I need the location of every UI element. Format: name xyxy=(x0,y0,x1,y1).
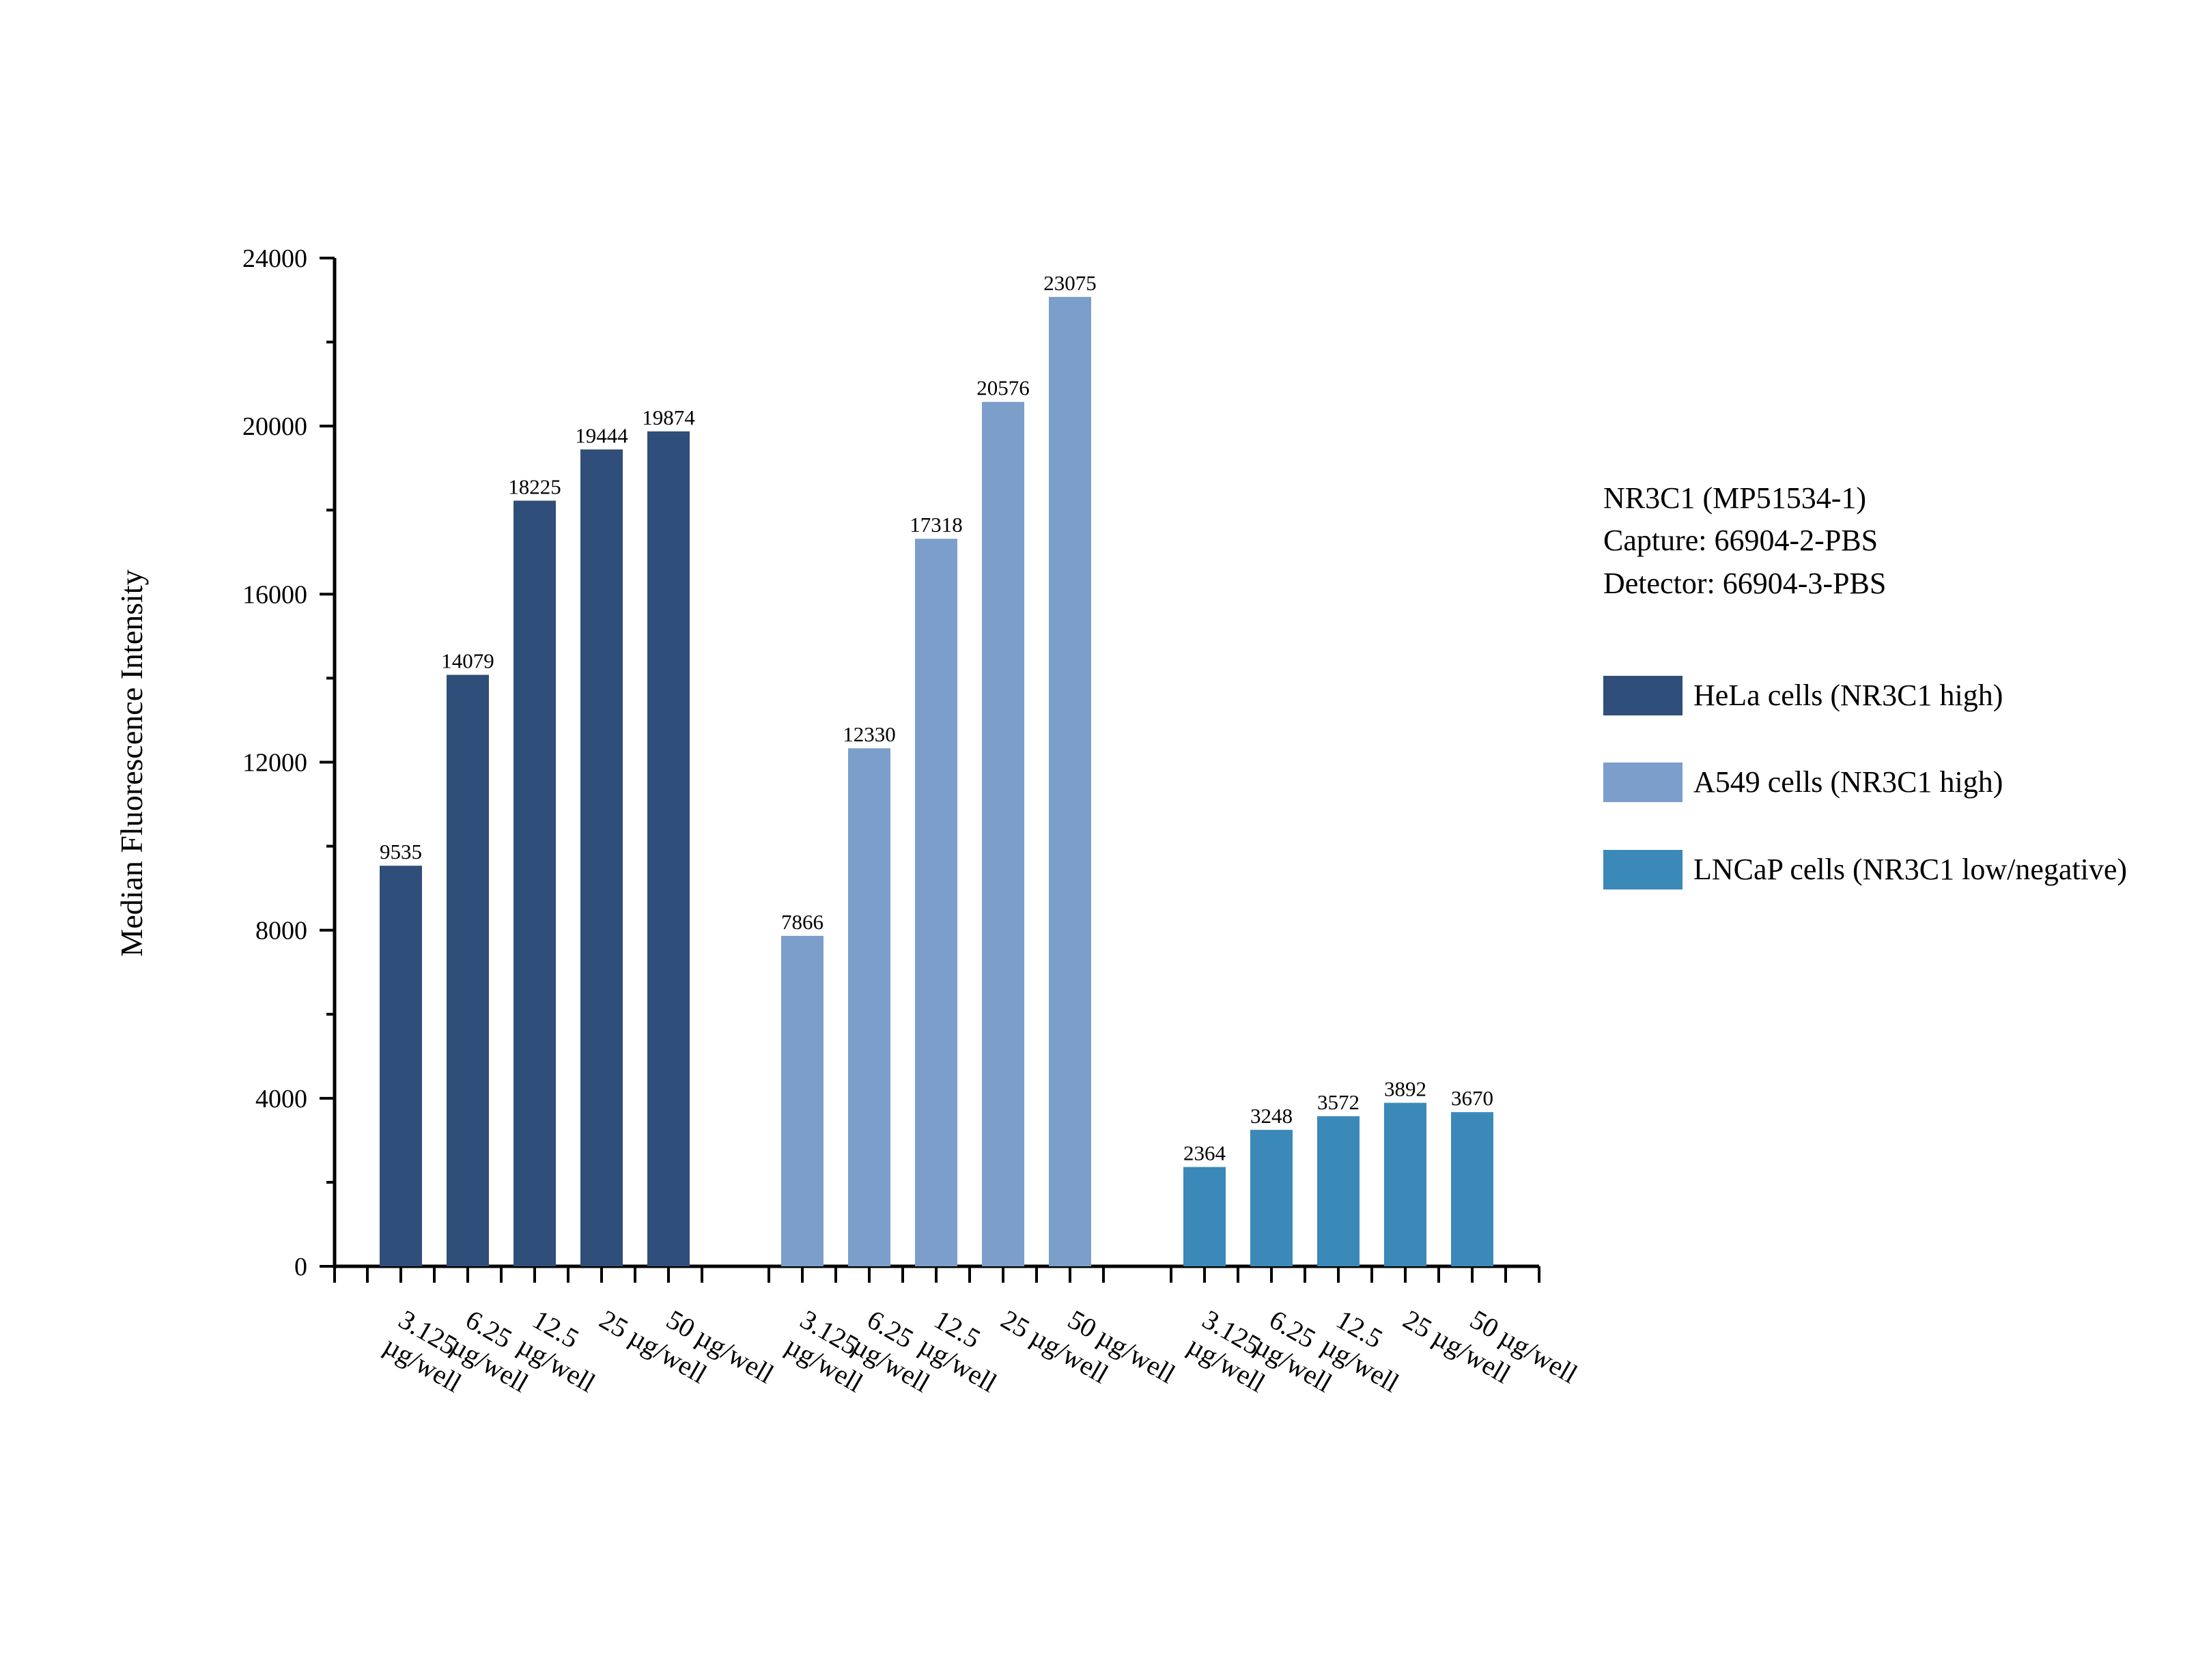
y-tick-label: 0 xyxy=(294,1253,307,1281)
y-axis: 0 4000 8000 12000 16000 20000 24000 xyxy=(242,244,337,1281)
bar xyxy=(915,539,957,1266)
bar-value-label: 12330 xyxy=(843,722,896,746)
bar xyxy=(1384,1102,1426,1266)
y-tick-label: 20000 xyxy=(242,412,307,441)
bar xyxy=(1451,1112,1493,1266)
x-category-label: 12.5µg/well xyxy=(1317,1304,1420,1399)
x-ticks xyxy=(333,1266,1540,1283)
bar xyxy=(647,431,690,1266)
legend-title-line-3: Detector: 66904-3-PBS xyxy=(1603,567,1886,600)
bar xyxy=(982,401,1024,1266)
y-tick-label: 24000 xyxy=(242,244,307,273)
bar-value-label: 3892 xyxy=(1384,1077,1426,1100)
bar-value-label: 3248 xyxy=(1250,1104,1293,1128)
legend-label-lncap: LNCaP cells (NR3C1 low/negative) xyxy=(1693,853,2127,886)
bar xyxy=(580,449,623,1267)
bar xyxy=(848,748,890,1266)
x-category-label: 12.5µg/well xyxy=(513,1304,616,1399)
bar-value-label: 7866 xyxy=(781,910,824,934)
legend: NR3C1 (MP51534-1) Capture: 66904-2-PBS D… xyxy=(1603,481,2127,889)
bar xyxy=(513,500,556,1267)
x-category-label: 12.5µg/well xyxy=(914,1304,1017,1399)
bar xyxy=(1317,1116,1360,1266)
bar xyxy=(781,935,824,1266)
bar-value-label: 9535 xyxy=(380,840,422,864)
bar-value-label: 14079 xyxy=(441,649,494,673)
bar-value-label: 20576 xyxy=(976,376,1030,400)
bar-value-label: 18225 xyxy=(508,474,561,498)
y-tick-label: 12000 xyxy=(242,749,307,778)
value-labels: 9535 14079 18225 19444 19874 7866 12330 17318 20… xyxy=(380,271,1493,1165)
legend-title-line-1: NR3C1 (MP51534-1) xyxy=(1603,481,1866,515)
x-axis xyxy=(333,1264,1540,1283)
y-tick-label: 4000 xyxy=(255,1085,307,1113)
bar-value-label: 23075 xyxy=(1043,271,1097,295)
y-tick-label: 16000 xyxy=(242,580,307,609)
bar xyxy=(380,866,422,1266)
legend-title-line-2: Capture: 66904-2-PBS xyxy=(1603,524,1878,557)
bar-value-label: 3572 xyxy=(1317,1090,1360,1114)
bar xyxy=(447,674,489,1266)
bar-value-label: 3670 xyxy=(1451,1086,1493,1110)
legend-label-hela: HeLa cells (NR3C1 high) xyxy=(1693,679,2003,712)
y-axis-title: Median Fluorescence Intensity xyxy=(114,569,149,956)
bar-value-label: 19444 xyxy=(575,423,628,447)
y-ticks: 0 4000 8000 12000 16000 20000 24000 xyxy=(242,244,335,1281)
bar-value-label: 17318 xyxy=(910,513,963,537)
legend-swatch-lncap xyxy=(1603,850,1683,889)
legend-swatch-hela xyxy=(1603,676,1683,715)
y-tick-label: 8000 xyxy=(255,917,307,945)
bar xyxy=(1049,296,1091,1267)
bars xyxy=(380,296,1493,1267)
legend-swatch-a549 xyxy=(1603,763,1683,802)
bar xyxy=(1250,1130,1293,1266)
bar-value-label: 19874 xyxy=(642,405,695,429)
legend-label-a549: A549 cells (NR3C1 high) xyxy=(1693,765,2003,799)
bar xyxy=(1183,1167,1226,1266)
bar-value-label: 2364 xyxy=(1183,1141,1226,1165)
